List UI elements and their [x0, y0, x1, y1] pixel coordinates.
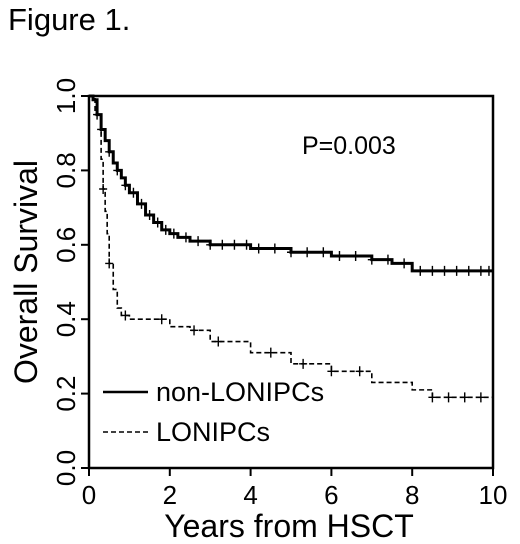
censor-mark [145, 210, 154, 221]
plot-frame [87, 94, 495, 470]
censor-mark [383, 254, 392, 265]
censor-mark [218, 239, 227, 250]
censor-mark [428, 265, 437, 276]
censor-mark [129, 187, 138, 198]
censor-mark [97, 124, 106, 135]
censor-mark [476, 265, 485, 276]
censor-mark [400, 258, 409, 269]
censor-mark [206, 239, 215, 250]
censor-mark [460, 392, 469, 403]
y-tick-label: 0.6 [51, 227, 81, 263]
censor-mark [266, 347, 275, 358]
series-layer [89, 94, 493, 399]
censor-mark [270, 243, 279, 254]
censor-mark [444, 392, 453, 403]
censor-layer [93, 109, 493, 403]
axes: 0 2 4 6 8 10 0.0 0.2 0.4 0.6 0.8 1.0 [51, 78, 507, 510]
censor-mark [214, 336, 223, 347]
y-tick-label: 1.0 [51, 78, 81, 114]
figure-label: Figure 1. [8, 2, 131, 37]
censor-mark [230, 239, 239, 250]
censor-mark [452, 265, 461, 276]
p-value-annotation: P=0.003 [302, 132, 396, 160]
y-tick-label: 0.4 [51, 301, 81, 337]
x-tick-label: 2 [163, 480, 177, 510]
censor-mark [161, 224, 170, 235]
legend-label-lonipcs: LONIPCs [156, 417, 270, 447]
censor-mark [319, 247, 328, 258]
censor-mark [476, 392, 485, 403]
y-tick-label: 0.2 [51, 376, 81, 412]
legend-label-non-lonipcs: non-LONIPCs [156, 377, 324, 407]
series-line-non-lonipcs [89, 94, 493, 273]
censor-mark [355, 366, 364, 377]
censor-mark [169, 228, 178, 239]
censor-mark [194, 236, 203, 247]
censor-mark [157, 314, 166, 325]
censor-mark [137, 198, 146, 209]
censor-mark [335, 250, 344, 261]
x-axis-title: Years from HSCT [164, 508, 414, 544]
censor-mark [153, 217, 162, 228]
x-tick-label: 8 [405, 480, 419, 510]
censor-mark [121, 180, 130, 191]
censor-mark [105, 146, 114, 157]
censor-mark [327, 366, 336, 377]
x-tick-label: 10 [479, 480, 508, 510]
censor-mark [367, 254, 376, 265]
censor-mark [242, 239, 251, 250]
series-line-lonipcs [89, 95, 493, 399]
censor-mark [99, 184, 108, 194]
censor-mark [287, 247, 295, 258]
censor-mark [440, 265, 449, 276]
censor-mark [190, 325, 199, 336]
y-axis-title: Overall Survival [8, 160, 44, 384]
censor-mark [113, 165, 122, 176]
legend: non-LONIPCs LONIPCs [103, 377, 324, 447]
censor-mark [351, 250, 360, 261]
censor-mark [299, 358, 308, 369]
censor-mark [254, 243, 263, 254]
censor-mark [484, 265, 493, 276]
censor-mark [416, 265, 425, 276]
y-tick-label: 0.0 [51, 450, 81, 486]
censor-mark [181, 232, 190, 243]
x-tick-label: 6 [324, 480, 338, 510]
censor-mark [93, 109, 102, 120]
x-tick-label: 0 [82, 480, 96, 510]
censor-mark [303, 247, 312, 258]
censor-mark [428, 392, 437, 403]
x-tick-label: 4 [243, 480, 257, 510]
censor-mark [464, 265, 473, 276]
y-tick-label: 0.8 [51, 152, 81, 188]
censor-mark [105, 258, 114, 269]
censor-mark [121, 310, 130, 321]
